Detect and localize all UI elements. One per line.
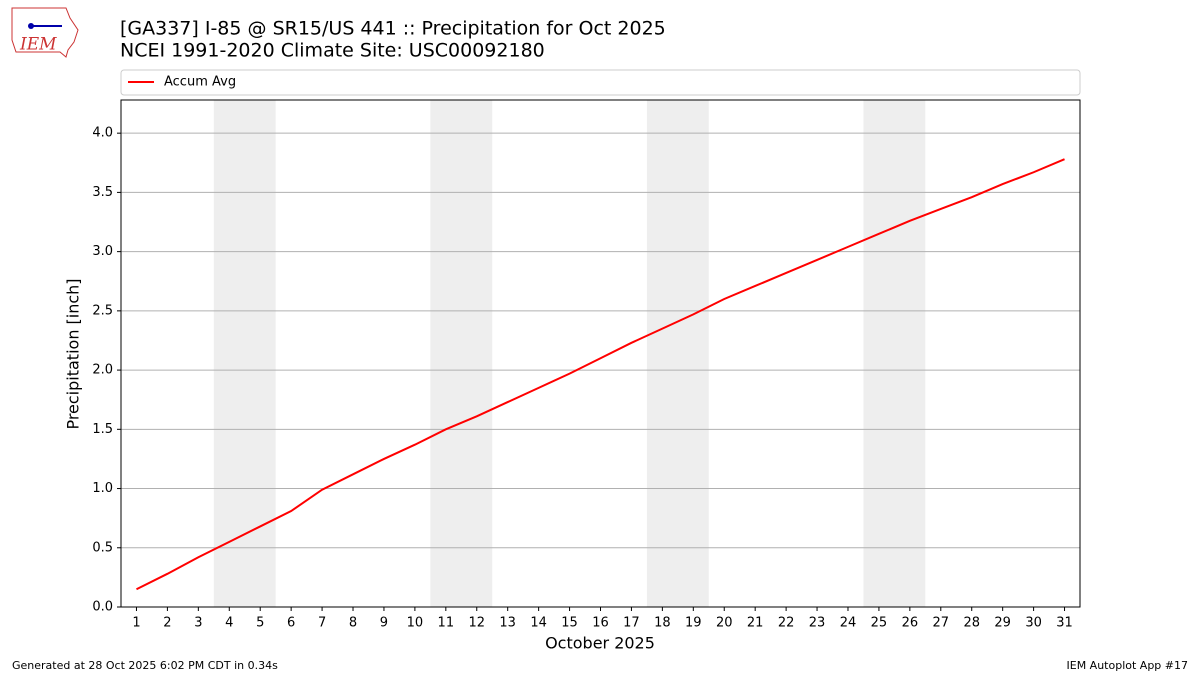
x-tick-label: 12: [468, 616, 485, 631]
x-tick-label: 7: [318, 616, 326, 631]
weekend-shade: [430, 100, 493, 607]
y-tick-label: 1.0: [92, 481, 113, 496]
y-tick-label: 3.0: [92, 244, 113, 259]
chart-subtitle: NCEI 1991-2020 Climate Site: USC00092180: [120, 40, 545, 62]
x-tick-label: 13: [499, 616, 516, 631]
x-tick-label: 20: [716, 616, 733, 631]
logo: IEM: [11, 7, 79, 58]
x-tick-label: 16: [592, 616, 609, 631]
x-tick-label: 26: [902, 616, 919, 631]
footer-left: Generated at 28 Oct 2025 6:02 PM CDT in …: [12, 659, 278, 672]
x-tick-label: 25: [871, 616, 888, 631]
plot-frame: [120, 99, 1081, 608]
x-tick-label: 9: [380, 616, 388, 631]
x-tick-label: 11: [438, 616, 455, 631]
x-tick-label: 28: [963, 616, 980, 631]
x-tick-label: 10: [407, 616, 424, 631]
x-tick-label: 1: [132, 616, 140, 631]
logo-text: IEM: [19, 35, 57, 55]
weekend-shade: [863, 100, 926, 607]
weekend-shade: [646, 100, 709, 607]
x-tick-label: 2: [163, 616, 171, 631]
series-line: [136, 158, 1065, 591]
x-tick-label: 24: [840, 616, 857, 631]
legend-box: [120, 69, 1081, 96]
x-tick-label: 8: [349, 616, 357, 631]
legend-label: Accum Avg: [164, 75, 236, 90]
x-tick-label: 21: [747, 616, 764, 631]
x-tick-label: 29: [994, 616, 1011, 631]
y-tick-label: 0.0: [92, 600, 113, 615]
x-tick-label: 15: [561, 616, 578, 631]
weekend-shade: [213, 100, 276, 607]
x-tick-label: 6: [287, 616, 295, 631]
x-tick-label: 22: [778, 616, 795, 631]
y-tick-label: 4.0: [92, 126, 113, 141]
x-tick-label: 17: [623, 616, 640, 631]
x-tick-label: 18: [654, 616, 671, 631]
y-tick-label: 0.5: [92, 540, 113, 555]
y-tick-label: 3.5: [92, 185, 113, 200]
x-tick-label: 5: [256, 616, 264, 631]
footer-right: IEM Autoplot App #17: [1067, 659, 1189, 672]
y-tick-label: 1.5: [92, 422, 113, 437]
x-tick-label: 19: [685, 616, 702, 631]
logo-outline: [11, 7, 79, 58]
y-axis-label: Precipitation [inch]: [64, 278, 83, 429]
x-tick-label: 30: [1025, 616, 1042, 631]
x-tick-label: 23: [809, 616, 826, 631]
y-tick-label: 2.0: [92, 363, 113, 378]
logo-dot: [28, 23, 34, 29]
x-axis-label: October 2025: [545, 634, 655, 653]
chart-title: [GA337] I-85 @ SR15/US 441 :: Precipitat…: [120, 18, 666, 40]
x-tick-label: 14: [530, 616, 547, 631]
y-tick-label: 2.5: [92, 303, 113, 318]
x-tick-label: 3: [194, 616, 202, 631]
x-tick-label: 4: [225, 616, 233, 631]
x-tick-label: 31: [1056, 616, 1073, 631]
x-tick-label: 27: [933, 616, 950, 631]
